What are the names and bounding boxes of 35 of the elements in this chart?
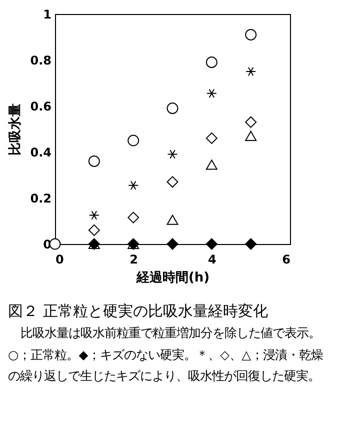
x-tick-label: 0 bbox=[56, 252, 64, 266]
point bbox=[49, 238, 61, 250]
y-tick-label: 1 bbox=[43, 8, 52, 22]
point bbox=[88, 155, 100, 167]
y-tick-label: 0.4 bbox=[30, 146, 52, 160]
x-tick-label: 2 bbox=[130, 252, 138, 266]
y-axis-title: 比吸水量 bbox=[8, 104, 24, 156]
point bbox=[88, 210, 100, 220]
point bbox=[245, 28, 257, 40]
point bbox=[245, 238, 257, 250]
y-tick-label: 0.2 bbox=[30, 192, 52, 206]
point bbox=[166, 214, 178, 225]
point bbox=[166, 176, 178, 188]
point bbox=[206, 56, 218, 68]
point bbox=[166, 102, 178, 114]
x-tick-label: 6 bbox=[282, 252, 290, 266]
point bbox=[246, 66, 256, 76]
point bbox=[128, 212, 140, 224]
point bbox=[245, 116, 257, 128]
point bbox=[206, 132, 218, 144]
point bbox=[245, 130, 257, 141]
x-axis-title: 経過時間(h) bbox=[135, 270, 210, 286]
point bbox=[206, 88, 217, 98]
y-tick-label: 0.8 bbox=[30, 54, 52, 68]
point bbox=[166, 238, 178, 250]
point bbox=[167, 150, 178, 159]
x-tick-label: 4 bbox=[208, 252, 216, 266]
point bbox=[128, 134, 140, 146]
point bbox=[206, 160, 218, 170]
y-tick-label: 0.6 bbox=[30, 100, 52, 114]
point bbox=[206, 238, 218, 250]
text: 図２ 正常粒と硬実の比吸水量経時変化 bbox=[8, 302, 269, 321]
point bbox=[88, 224, 100, 236]
text: 比吸水量は吸水前粒重で粒重増加分を除した値で表示。○；正常粒。◆；キズのない硬実。＊、◇、△；浸漬・乾燥の繰り返しで生じたキズにより、吸水性が回復した硬実。 bbox=[8, 325, 324, 386]
point bbox=[128, 180, 139, 190]
